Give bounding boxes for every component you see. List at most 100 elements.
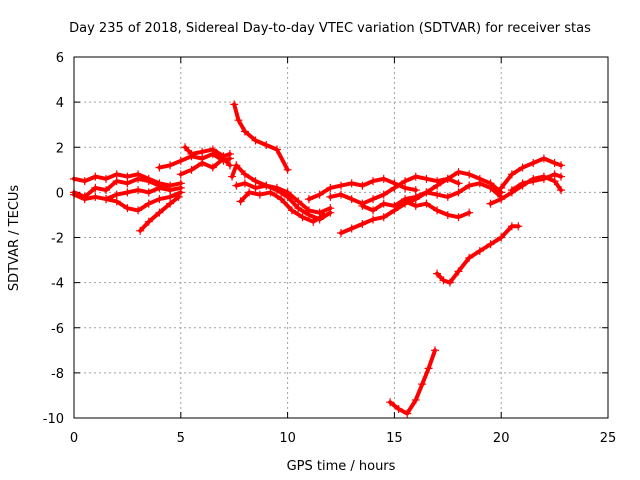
series-arc-8 bbox=[181, 143, 234, 161]
data-point bbox=[422, 174, 431, 183]
data-point bbox=[240, 127, 249, 136]
data-point bbox=[298, 213, 307, 222]
y-tick-label: 4 bbox=[56, 96, 64, 111]
data-point bbox=[422, 188, 431, 197]
data-point bbox=[144, 177, 153, 186]
data-point bbox=[277, 195, 286, 204]
data-point bbox=[112, 197, 121, 206]
data-point bbox=[337, 228, 345, 237]
data-point bbox=[411, 395, 420, 404]
data-point bbox=[369, 215, 378, 224]
data-point bbox=[251, 183, 260, 192]
data-point bbox=[422, 199, 431, 208]
data-point bbox=[304, 210, 313, 219]
data-point bbox=[439, 276, 448, 285]
data-point bbox=[326, 183, 335, 192]
data-point bbox=[80, 177, 89, 186]
y-tick-label: 0 bbox=[56, 186, 64, 201]
data-point bbox=[232, 161, 241, 170]
data-point bbox=[123, 179, 132, 188]
data-point bbox=[283, 192, 292, 201]
x-tick-label: 5 bbox=[177, 431, 185, 446]
data-point bbox=[319, 210, 328, 219]
data-point bbox=[230, 100, 239, 109]
data-point bbox=[337, 190, 345, 199]
data-point bbox=[155, 208, 164, 217]
data-point bbox=[166, 161, 175, 170]
data-point bbox=[91, 172, 100, 181]
data-point bbox=[240, 179, 249, 188]
data-point bbox=[134, 206, 143, 215]
data-point bbox=[403, 409, 412, 418]
data-point bbox=[550, 170, 559, 179]
x-tick-label: 20 bbox=[493, 431, 510, 446]
data-point bbox=[557, 172, 566, 181]
data-point bbox=[401, 183, 410, 192]
data-point bbox=[219, 152, 228, 161]
data-point bbox=[144, 199, 153, 208]
data-point bbox=[411, 186, 420, 195]
series-line bbox=[72, 185, 173, 202]
data-point bbox=[475, 247, 484, 256]
data-point bbox=[465, 181, 474, 190]
data-point bbox=[358, 219, 367, 228]
data-point bbox=[465, 253, 474, 262]
data-point bbox=[514, 222, 523, 231]
data-point bbox=[155, 183, 164, 192]
series-arc-5 bbox=[136, 192, 183, 235]
data-point bbox=[283, 165, 292, 174]
grid bbox=[74, 57, 608, 418]
data-point bbox=[358, 201, 367, 210]
data-point bbox=[445, 278, 454, 287]
data-point bbox=[401, 197, 410, 206]
series-arc-4 bbox=[102, 188, 185, 215]
data-point bbox=[454, 267, 463, 276]
data-point bbox=[176, 170, 185, 179]
data-point bbox=[401, 177, 410, 186]
data-point bbox=[550, 159, 559, 168]
data-point bbox=[347, 179, 356, 188]
data-point bbox=[539, 174, 548, 183]
data-point bbox=[80, 195, 89, 204]
data-point bbox=[486, 199, 495, 208]
y-tick-label: -10 bbox=[43, 412, 64, 427]
data-point bbox=[418, 380, 427, 389]
data-point bbox=[443, 174, 452, 183]
data-point bbox=[262, 140, 271, 149]
data-point bbox=[134, 174, 143, 183]
data-point bbox=[454, 188, 463, 197]
data-point bbox=[486, 183, 495, 192]
data-point bbox=[251, 177, 260, 186]
data-point bbox=[155, 195, 164, 204]
chart-title: Day 235 of 2018, Sidereal Day-to-day VTE… bbox=[69, 21, 591, 36]
data-point bbox=[208, 163, 217, 172]
y-tick-label: 6 bbox=[56, 51, 64, 66]
data-point bbox=[347, 224, 356, 233]
y-tick-label: -6 bbox=[51, 322, 64, 337]
data-point bbox=[123, 188, 132, 197]
data-point bbox=[144, 217, 153, 226]
data-point bbox=[379, 213, 388, 222]
series-arc-10 bbox=[228, 161, 335, 217]
data-point bbox=[198, 147, 207, 156]
data-point bbox=[176, 156, 185, 165]
data-point bbox=[123, 204, 132, 213]
data-point bbox=[539, 154, 548, 163]
data-point bbox=[225, 150, 234, 159]
data-point bbox=[136, 226, 145, 235]
data-point bbox=[112, 177, 121, 186]
data-point bbox=[304, 195, 313, 204]
series-arc-22 bbox=[386, 346, 439, 418]
data-point bbox=[187, 165, 196, 174]
series-arc-12 bbox=[236, 188, 328, 226]
plot-frame bbox=[73, 56, 609, 419]
data-point bbox=[369, 177, 378, 186]
series bbox=[70, 100, 566, 418]
y-tick-label: -8 bbox=[51, 367, 64, 382]
data-point bbox=[326, 192, 335, 201]
data-point bbox=[102, 186, 111, 195]
data-point bbox=[411, 172, 420, 181]
x-tick-label: 10 bbox=[279, 431, 296, 446]
series-line bbox=[435, 224, 521, 285]
data-point bbox=[454, 179, 463, 188]
